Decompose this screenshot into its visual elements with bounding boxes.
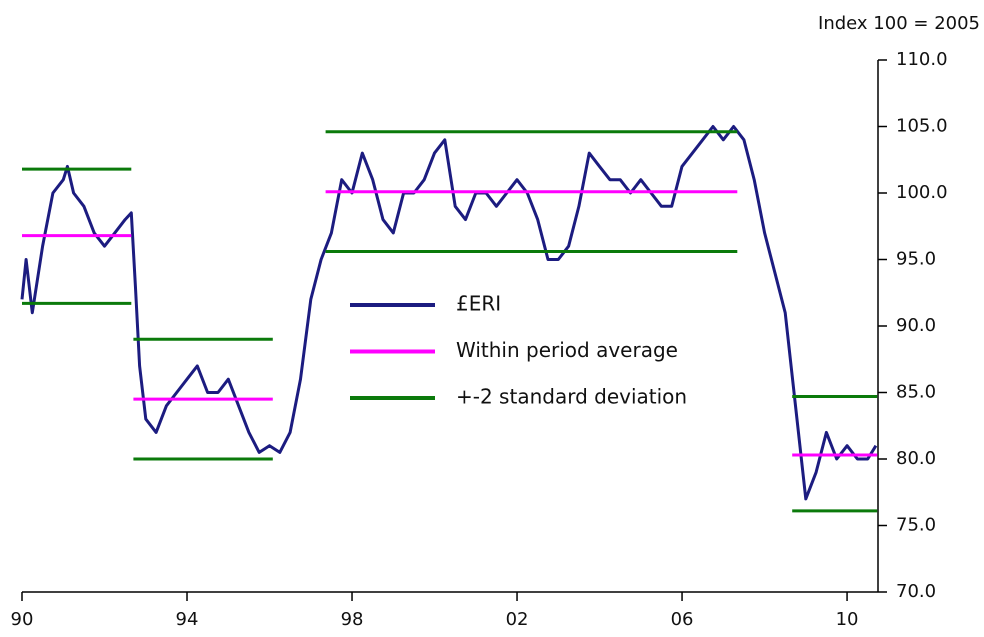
- x-tick-label: 10: [836, 609, 859, 630]
- x-tick-label: 06: [671, 609, 694, 630]
- x-tick-label: 94: [176, 609, 199, 630]
- legend-label: £ERI: [456, 292, 501, 316]
- axis-unit-label: Index 100 = 2005: [818, 13, 980, 34]
- series-line: [20, 125, 878, 501]
- legend-label: +-2 standard deviation: [456, 385, 687, 409]
- y-tick-label: 80.0: [896, 448, 936, 469]
- y-tick-label: 100.0: [896, 182, 948, 203]
- y-tick-label: 85.0: [896, 382, 936, 403]
- x-tick-label: 02: [506, 609, 529, 630]
- x-tick-label: 98: [341, 609, 364, 630]
- y-tick-label: 110.0: [896, 49, 948, 70]
- x-tick-label: 90: [11, 609, 34, 630]
- y-tick-label: 95.0: [896, 249, 936, 270]
- y-tick-label: 70.0: [896, 581, 936, 602]
- series-line: [22, 130, 878, 513]
- legend-label: Within period average: [456, 338, 678, 362]
- y-tick-label: 75.0: [896, 515, 936, 536]
- y-tick-label: 90.0: [896, 315, 936, 336]
- y-tick-label: 105.0: [896, 116, 948, 137]
- series-line: [22, 190, 878, 457]
